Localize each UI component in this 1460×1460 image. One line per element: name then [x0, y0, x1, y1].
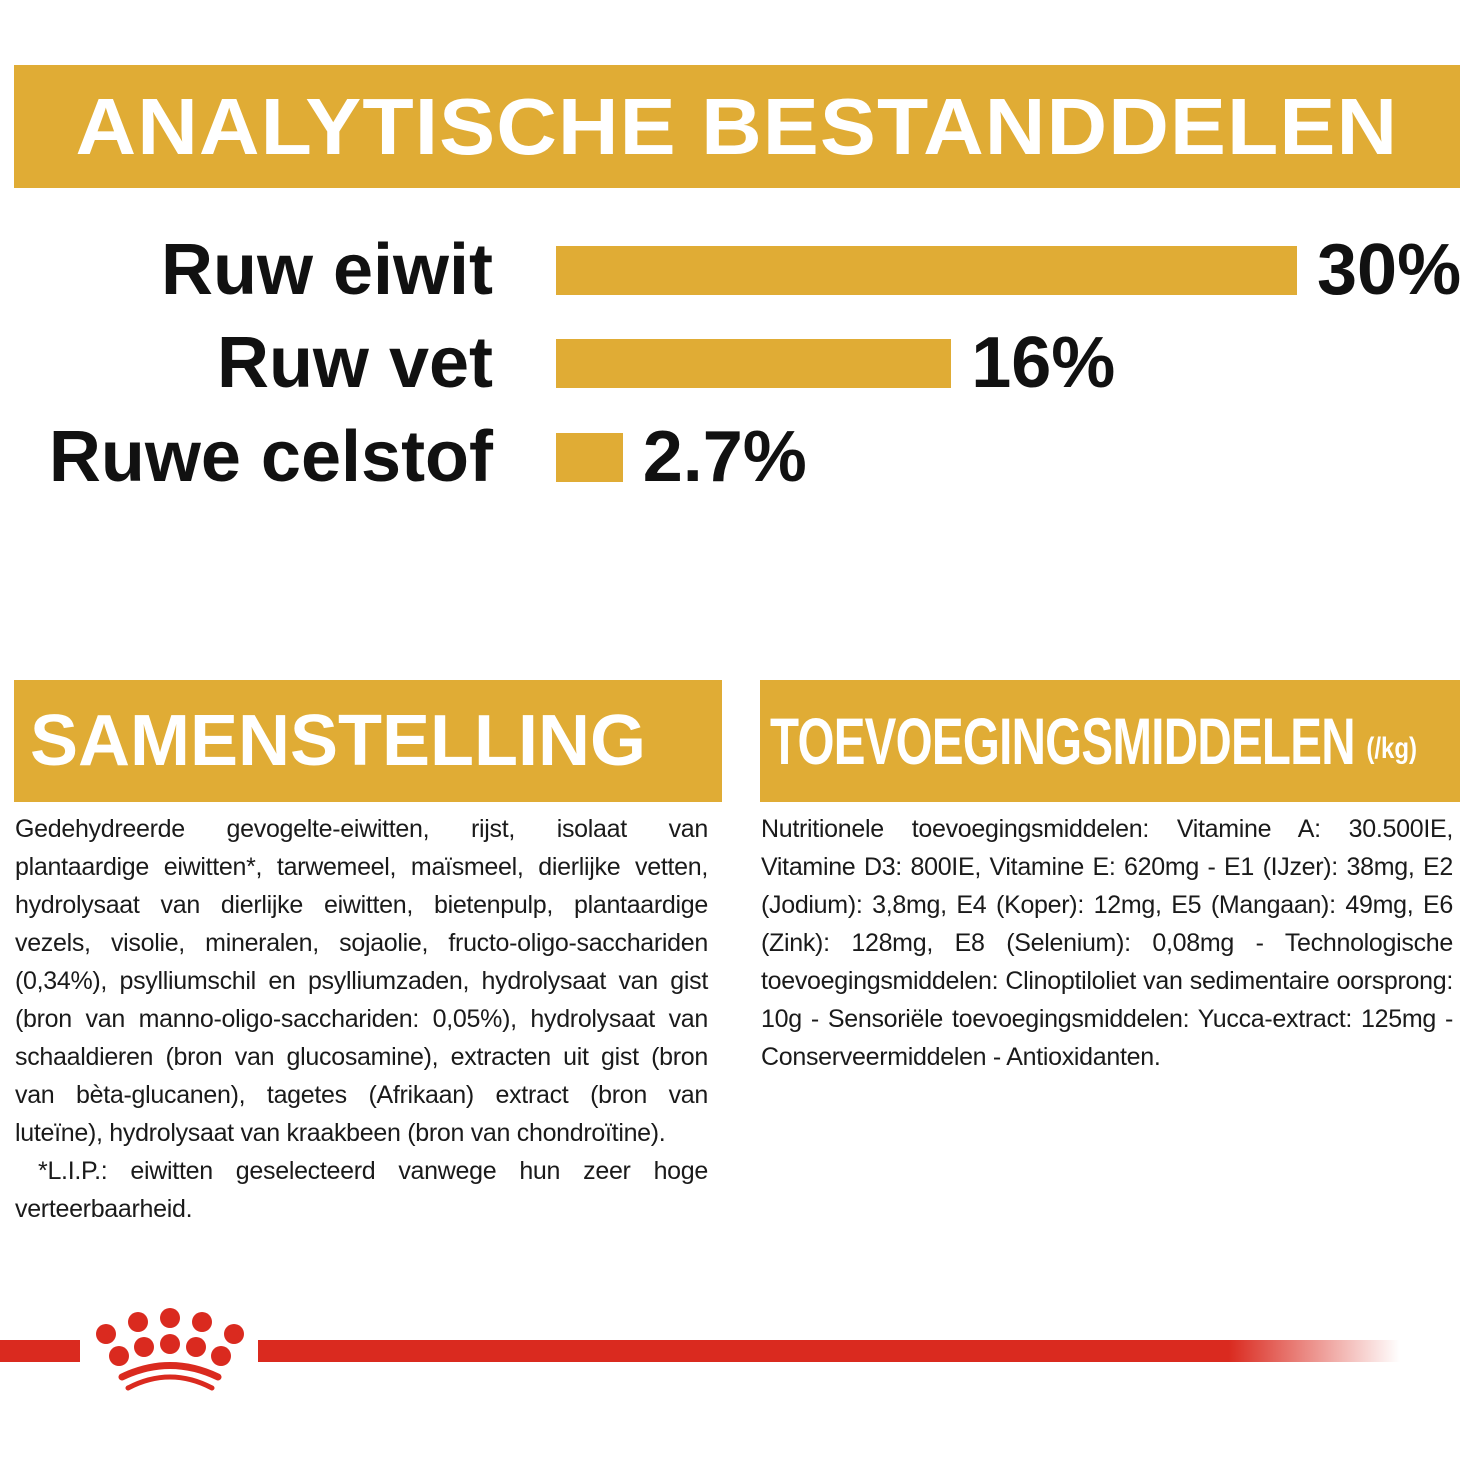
section-title: ANALYTISCHE BESTANDDELEN	[75, 81, 1399, 171]
chart-row: Ruw vet 16%	[0, 323, 1460, 403]
chart-row: Ruwe celstof 2.7%	[0, 417, 1460, 497]
composition-text: Gedehydreerde gevogelte-eiwitten, rijst,…	[15, 815, 708, 1147]
bar-ruw-vet	[556, 339, 952, 388]
value-label: 30%	[1317, 230, 1460, 310]
value-label: 2.7%	[642, 417, 807, 497]
crown-logo-icon	[96, 1308, 244, 1391]
category-label: Ruw vet	[216, 323, 493, 403]
brand-line-left	[0, 1340, 80, 1362]
composition-footnote: *L.I.P.: eiwitten geselecteerd vanwege h…	[15, 1157, 708, 1223]
composition-text-block: Gedehydreerde gevogelte-eiwitten, rijst,…	[15, 810, 708, 1228]
additives-text: Nutritionele toevoegingsmiddelen: Vitami…	[761, 815, 1453, 1071]
section-title: SAMENSTELLING	[30, 701, 647, 781]
section-header-composition: SAMENSTELLING	[14, 680, 722, 802]
bar-ruw-eiwit	[556, 246, 1297, 295]
bar-ruwe-celstof	[556, 433, 623, 482]
chart-row: Ruw eiwit 30%	[0, 230, 1460, 310]
additives-text-block: Nutritionele toevoegingsmiddelen: Vitami…	[761, 810, 1453, 1076]
brand-line-right	[258, 1340, 1400, 1362]
category-label: Ruw eiwit	[160, 230, 493, 310]
value-label: 16%	[971, 323, 1116, 403]
section-title: TOEVOEGINGSMIDDELEN	[770, 704, 1356, 778]
section-header-analytical: ANALYTISCHE BESTANDDELEN	[14, 65, 1460, 188]
section-header-additives: TOEVOEGINGSMIDDELEN (/kg)	[760, 680, 1460, 802]
unit-label: (/kg)	[1366, 732, 1417, 765]
category-label: Ruwe celstof	[48, 417, 493, 497]
